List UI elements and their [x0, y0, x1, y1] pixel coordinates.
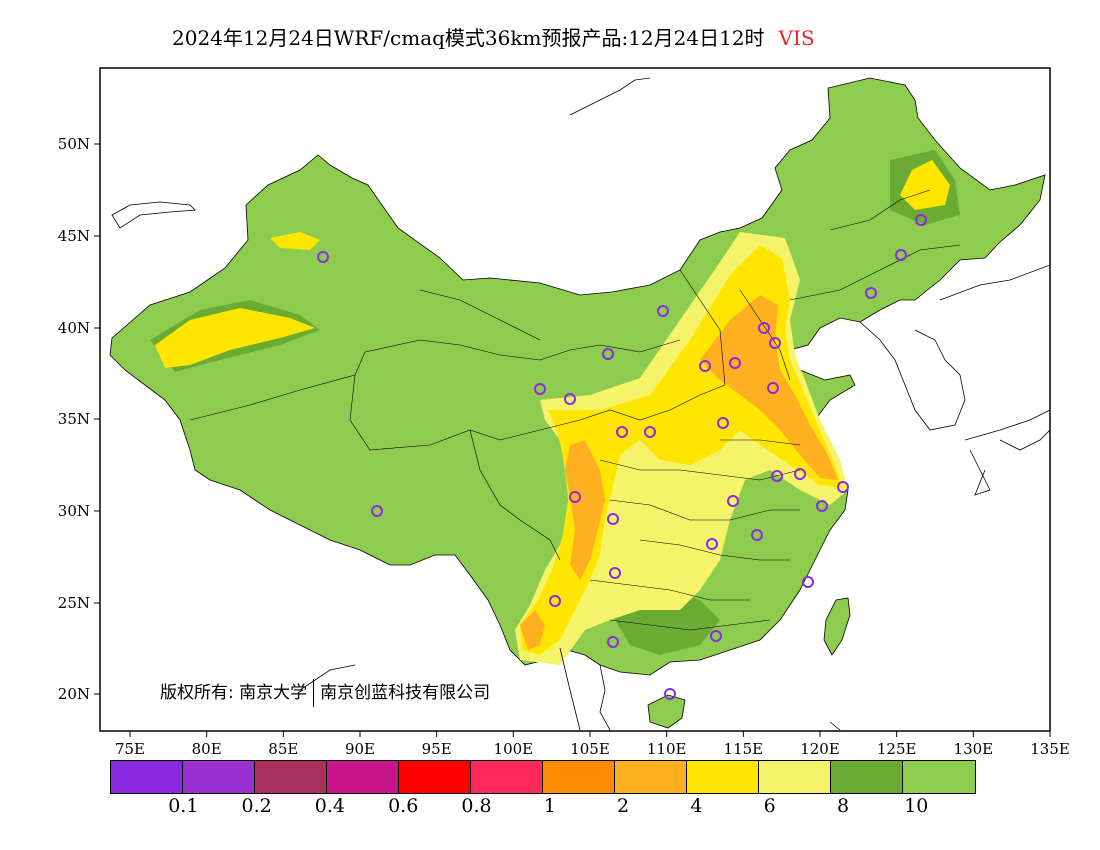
- station-marker: [371, 505, 383, 517]
- legend-swatch: [111, 761, 183, 793]
- station-marker: [751, 529, 763, 541]
- y-axis-ticks: 50N 45N 40N 35N 30N 25N 20N: [58, 135, 100, 703]
- legend-label: 1: [543, 795, 556, 817]
- legend-label: 10: [904, 795, 929, 817]
- station-marker: [794, 468, 806, 480]
- station-marker: [710, 630, 722, 642]
- x-tick-label: 130E: [954, 740, 994, 758]
- legend-label: 0.2: [241, 795, 272, 817]
- station-marker: [609, 567, 621, 579]
- legend-label: 0.1: [168, 795, 199, 817]
- legend-label: 0.8: [461, 795, 492, 817]
- legend-label: 8: [836, 795, 850, 817]
- legend-swatch: [687, 761, 759, 793]
- x-tick-label: 90E: [345, 740, 375, 758]
- yellow-patch-xinjiang: [155, 308, 315, 368]
- station-marker: [616, 426, 628, 438]
- station-marker: [816, 500, 828, 512]
- station-marker: [802, 576, 814, 588]
- x-tick-label: 110E: [647, 740, 687, 758]
- station-marker: [758, 322, 770, 334]
- legend-swatch: [327, 761, 399, 793]
- legend-label: 2: [617, 795, 630, 817]
- legend-label: 4: [690, 795, 703, 817]
- x-tick-label: 95E: [422, 740, 452, 758]
- station-marker: [771, 470, 783, 482]
- yellow-patch-tianshan: [270, 232, 320, 250]
- x-axis-ticks: 75E 80E 85E 90E 95E 100E 105E 110E 115E 120E 125E 1…: [115, 731, 1070, 758]
- station-marker: [569, 491, 581, 503]
- legend-swatch: [255, 761, 327, 793]
- x-tick-label: 105E: [570, 740, 610, 758]
- color-legend-bar: [110, 760, 976, 794]
- y-tick-label: 30N: [58, 502, 90, 520]
- station-marker: [729, 357, 741, 369]
- station-marker: [769, 337, 781, 349]
- station-marker: [837, 481, 849, 493]
- yellow-patch-northeast: [900, 160, 950, 210]
- station-marker: [664, 688, 676, 700]
- station-marker: [717, 417, 729, 429]
- station-marker: [564, 393, 576, 405]
- copyright-divider: [313, 679, 315, 707]
- station-marker: [534, 383, 546, 395]
- orange-band-sichuan: [565, 440, 605, 580]
- province-borders: [189, 189, 961, 631]
- y-tick-label: 25N: [58, 594, 90, 612]
- y-tick-label: 45N: [58, 227, 90, 245]
- legend-swatch: [615, 761, 687, 793]
- legend-swatch: [399, 761, 471, 793]
- taiwan-island: [823, 597, 851, 656]
- legend-label: 0.4: [314, 795, 345, 817]
- legend-label: 6: [763, 795, 776, 817]
- x-tick-label: 135E: [1030, 740, 1070, 758]
- station-marker: [607, 513, 619, 525]
- station-marker: [865, 287, 877, 299]
- legend-label: 0.6: [388, 795, 419, 817]
- title-text: 2024年12月24日WRF/cmaq模式36km预报产品:12月24日12时: [172, 26, 765, 50]
- station-marker: [657, 305, 669, 317]
- x-tick-label: 115E: [724, 740, 764, 758]
- map-title: 2024年12月24日WRF/cmaq模式36km预报产品:12月24日12时 V…: [172, 22, 815, 51]
- x-tick-label: 100E: [494, 740, 534, 758]
- copyright-notice: 版权所有: 南京大学 南京创蓝科技有限公司: [160, 678, 490, 707]
- station-marker: [895, 249, 907, 261]
- station-marker: [317, 251, 329, 263]
- color-legend-labels: 0.1 0.2 0.4 0.6 0.8 1 2 4 6 8 10: [110, 795, 990, 819]
- legend-swatch: [543, 761, 615, 793]
- station-marker: [727, 495, 739, 507]
- china-landmass: [109, 77, 1046, 676]
- x-tick-label: 80E: [192, 740, 222, 758]
- legend-swatch: [903, 761, 975, 793]
- x-tick-label: 120E: [800, 740, 840, 758]
- station-marker: [699, 360, 711, 372]
- station-marker: [767, 382, 779, 394]
- station-marker: [915, 214, 927, 226]
- legend-swatch: [831, 761, 903, 793]
- hainan-island: [647, 694, 686, 729]
- orange-band-yunnan: [520, 610, 545, 650]
- station-marker: [602, 348, 614, 360]
- legend-swatch: [471, 761, 543, 793]
- y-tick-label: 20N: [58, 685, 90, 703]
- x-tick-label: 85E: [268, 740, 298, 758]
- copyright-second: 南京创蓝科技有限公司: [320, 683, 491, 703]
- y-tick-label: 50N: [58, 135, 90, 153]
- y-tick-label: 35N: [58, 410, 90, 428]
- neighbor-coastlines: [111, 77, 1050, 731]
- x-tick-label: 125E: [877, 740, 917, 758]
- station-marker: [644, 426, 656, 438]
- map-layers: [109, 77, 1050, 731]
- station-marker: [706, 538, 718, 550]
- copyright-prefix: 版权所有: 南京大学: [160, 683, 308, 703]
- title-variable: VIS: [778, 26, 815, 50]
- x-tick-label: 75E: [115, 740, 145, 758]
- legend-swatch: [759, 761, 831, 793]
- station-marker: [607, 636, 619, 648]
- station-markers: [317, 214, 927, 700]
- legend-swatch: [183, 761, 255, 793]
- y-tick-label: 40N: [58, 319, 90, 337]
- station-marker: [549, 595, 561, 607]
